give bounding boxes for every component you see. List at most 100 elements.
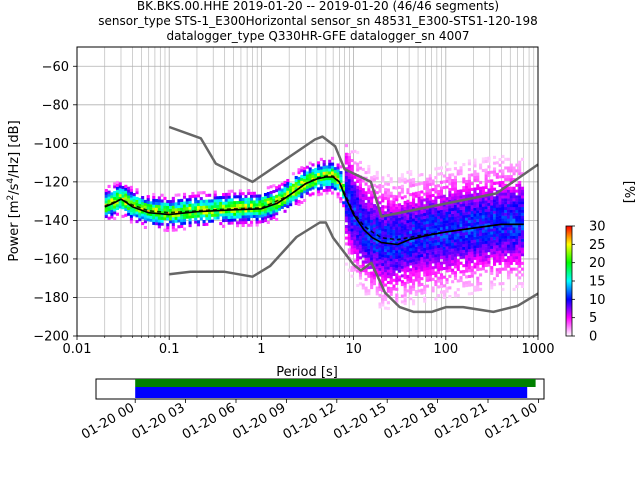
ppsd-cell <box>498 256 502 260</box>
ppsd-cell <box>241 212 245 216</box>
ppsd-cell <box>384 254 388 258</box>
ppsd-cell <box>398 194 402 198</box>
ppsd-cell <box>386 226 390 230</box>
ppsd-cell <box>445 168 449 172</box>
ppsd-cell <box>395 287 399 291</box>
ppsd-cell <box>459 192 463 196</box>
ppsd-cell <box>506 212 511 216</box>
ppsd-cell <box>442 186 446 190</box>
ppsd-cell <box>453 245 457 249</box>
ppsd-cell <box>512 178 516 182</box>
ppsd-cell <box>358 160 363 164</box>
ppsd-cell <box>367 222 371 226</box>
ppsd-cell <box>417 245 421 250</box>
ppsd-cell <box>484 168 488 172</box>
ppsd-cell <box>188 221 192 225</box>
ppsd-cell <box>300 192 304 196</box>
ppsd-cell <box>155 213 159 217</box>
ppsd-cell <box>319 169 323 173</box>
ppsd-cell <box>428 237 432 241</box>
ppsd-cell <box>520 227 525 231</box>
ppsd-cell <box>328 162 332 166</box>
ppsd-cell <box>437 236 441 240</box>
ppsd-cell <box>411 201 416 205</box>
ppsd-cell <box>141 201 145 205</box>
ppsd-cell <box>269 199 273 203</box>
ppsd-cell <box>473 175 477 179</box>
ppsd-cell <box>487 156 491 160</box>
ppsd-cell <box>208 213 212 218</box>
ppsd-cell <box>398 206 402 210</box>
ppsd-cell <box>194 214 198 218</box>
ppsd-cell <box>347 176 351 180</box>
ppsd-cell <box>445 234 449 238</box>
ppsd-cell <box>163 202 167 206</box>
ppsd-cell <box>476 256 480 260</box>
ppsd-cell <box>520 273 525 277</box>
ppsd-cell <box>417 219 421 224</box>
ppsd-cell <box>180 216 184 220</box>
ppsd-cell <box>481 209 485 213</box>
ppsd-cell <box>439 189 444 193</box>
ppsd-cell <box>425 238 430 242</box>
low-noise-model-line <box>169 221 539 314</box>
ppsd-cell <box>358 166 363 170</box>
ppsd-cell <box>504 204 508 208</box>
ppsd-cell <box>403 276 407 280</box>
ppsd-cell <box>244 203 248 207</box>
ppsd-cell <box>411 198 416 202</box>
ppsd-cell <box>294 184 298 188</box>
ppsd-cell <box>490 286 494 290</box>
ppsd-cell <box>400 219 404 223</box>
ppsd-cell <box>442 217 446 221</box>
ppsd-cell <box>453 187 457 191</box>
ppsd-cell <box>160 211 164 215</box>
ppsd-cell <box>275 203 279 207</box>
ppsd-cell <box>356 246 360 250</box>
ppsd-cell <box>395 276 399 280</box>
ppsd-cell <box>504 183 508 187</box>
ppsd-cell <box>439 198 444 202</box>
ppsd-cell <box>467 257 471 261</box>
ppsd-cell <box>520 235 525 239</box>
ppsd-cell <box>367 292 371 296</box>
ppsd-cell <box>409 169 413 174</box>
ppsd-cell <box>395 221 399 225</box>
ppsd-cell <box>384 188 388 192</box>
plot-frame <box>76 46 539 337</box>
ppsd-cell <box>448 196 452 200</box>
ppsd-cell <box>425 197 430 201</box>
colorbar-tick-label: 0 <box>589 330 597 345</box>
ppsd-cell <box>428 208 432 212</box>
ppsd-cell <box>266 215 270 219</box>
colorbar-tick-label: 10 <box>589 293 606 308</box>
ppsd-cell <box>222 219 226 223</box>
ppsd-cell <box>367 208 371 212</box>
ppsd-cell <box>400 242 404 246</box>
ppsd-cell <box>356 257 360 262</box>
ppsd-cell <box>456 247 460 251</box>
ppsd-cell <box>442 206 446 210</box>
ppsd-cell <box>425 255 430 259</box>
ppsd-cell <box>439 218 444 222</box>
ppsd-cell <box>386 200 390 204</box>
ppsd-cell <box>439 180 444 184</box>
coverage-tick-label: 01-21 00 <box>482 400 540 442</box>
ppsd-cell <box>146 215 150 219</box>
ppsd-cell <box>347 199 351 203</box>
ppsd-cell <box>375 228 379 232</box>
ppsd-cell <box>356 194 360 198</box>
ppsd-cell <box>135 199 139 203</box>
ppsd-cell <box>356 162 360 166</box>
ppsd-cell <box>456 215 460 219</box>
ppsd-cell <box>490 185 494 189</box>
ppsd-cell <box>185 198 189 202</box>
ppsd-cell <box>277 196 282 200</box>
title-line3: datalogger_type Q330HR-GFE datalogger_sn… <box>167 29 470 43</box>
ppsd-cell <box>389 240 393 244</box>
ppsd-cell <box>392 235 396 239</box>
ppsd-cell <box>420 219 424 223</box>
ppsd-cell <box>428 249 432 253</box>
ppsd-cell <box>356 231 360 236</box>
ppsd-cell <box>406 248 410 252</box>
